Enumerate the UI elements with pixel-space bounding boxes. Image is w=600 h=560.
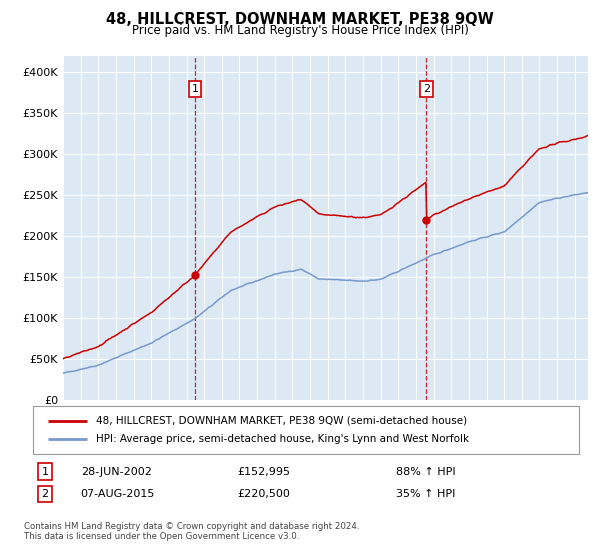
- Text: 2: 2: [41, 489, 49, 499]
- Text: £152,995: £152,995: [238, 466, 290, 477]
- Text: Contains HM Land Registry data © Crown copyright and database right 2024.
This d: Contains HM Land Registry data © Crown c…: [24, 522, 359, 542]
- Text: 48, HILLCREST, DOWNHAM MARKET, PE38 9QW (semi-detached house): 48, HILLCREST, DOWNHAM MARKET, PE38 9QW …: [96, 416, 467, 426]
- Text: 48, HILLCREST, DOWNHAM MARKET, PE38 9QW: 48, HILLCREST, DOWNHAM MARKET, PE38 9QW: [106, 12, 494, 27]
- Text: £220,500: £220,500: [238, 489, 290, 499]
- Text: 07-AUG-2015: 07-AUG-2015: [80, 489, 154, 499]
- Text: 1: 1: [41, 466, 49, 477]
- Text: 1: 1: [191, 84, 199, 94]
- Text: HPI: Average price, semi-detached house, King's Lynn and West Norfolk: HPI: Average price, semi-detached house,…: [96, 434, 469, 444]
- Text: Price paid vs. HM Land Registry's House Price Index (HPI): Price paid vs. HM Land Registry's House …: [131, 24, 469, 36]
- Text: 28-JUN-2002: 28-JUN-2002: [82, 466, 152, 477]
- Text: 2: 2: [423, 84, 430, 94]
- Text: 88% ↑ HPI: 88% ↑ HPI: [396, 466, 456, 477]
- Text: 35% ↑ HPI: 35% ↑ HPI: [397, 489, 455, 499]
